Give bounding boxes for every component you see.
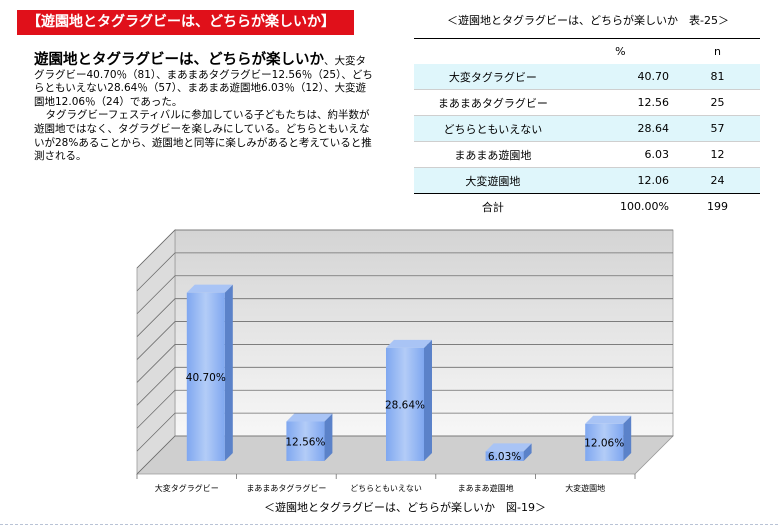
bar-side — [324, 413, 333, 461]
x-tick-label: まあまあタグラグビー — [246, 483, 326, 493]
table-header-row: % n — [414, 38, 760, 64]
total-n: 199 — [707, 200, 728, 213]
table-row: まあまあ遊園地 6.03 12 — [414, 141, 760, 168]
gridline — [136, 389, 673, 429]
bar — [485, 451, 524, 461]
gridline — [136, 344, 673, 383]
data-label: 6.03% — [488, 451, 521, 463]
bar-side — [424, 339, 432, 461]
table-row: 大変タグラグビー 40.70 81 — [414, 64, 760, 90]
header-percent: % — [571, 38, 675, 64]
chart-title: ＜遊園地とタグラグビーは、どちらが楽しいか 図-19＞ — [264, 501, 546, 514]
table-row: まあまあタグラグビー 12.56 25 — [414, 89, 760, 116]
summary-body: 、大変タグラグビー40.70％（81）、まあまあタグラグビー12.56％（25）… — [34, 55, 373, 108]
header-category — [414, 38, 572, 64]
x-tick-label: どちらともいえない — [350, 484, 422, 493]
bar-top — [386, 339, 432, 348]
header-n: n — [675, 38, 760, 64]
row-category: まあまあ遊園地 — [414, 141, 572, 168]
total-percent: 100.00% — [620, 200, 669, 213]
data-label: 40.70% — [186, 372, 226, 384]
row-category: まあまあタグラグビー — [414, 89, 572, 116]
total-category: 合計 — [481, 200, 504, 214]
bar-top — [186, 284, 233, 293]
table-title: ＜遊園地とタグラグビーは、どちらが楽しいか 表-25＞ — [447, 14, 729, 27]
gridline — [136, 321, 673, 360]
chart-side-wall — [136, 229, 176, 475]
row-n: 24 — [675, 167, 760, 194]
x-tick-label: まあまあ遊園地 — [458, 483, 514, 493]
section-banner: 【遊園地とタグラグビーは、どちらが楽しいか】 — [17, 10, 354, 35]
summary-text: 遊園地とタグラグビーは、どちらが楽しいか、大変タグラグビー40.70％（81）、… — [34, 52, 374, 164]
bar — [386, 347, 424, 461]
gridline — [136, 412, 673, 452]
row-percent: 6.03 — [571, 141, 675, 168]
gridline — [136, 252, 673, 292]
bar-chart-svg: 40.70% 大変タグラグビー 12.56% まあまあタグラグビー 28.64% どちらと… — [136, 229, 674, 493]
row-n: 25 — [675, 89, 760, 116]
summary-paragraph-1: 遊園地とタグラグビーは、どちらが楽しいか、大変タグラグビー40.70％（81）、… — [34, 52, 374, 109]
summary-lead: 遊園地とタグラグビーは、どちらが楽しいか — [34, 52, 324, 68]
row-category: どちらともいえない — [414, 115, 572, 142]
bar-top — [485, 443, 532, 452]
row-percent: 40.70 — [571, 64, 675, 90]
row-n: 57 — [675, 115, 760, 142]
data-label: 12.56% — [285, 436, 325, 448]
page-divider — [0, 524, 778, 525]
bar-side — [224, 284, 233, 461]
bar-side — [523, 443, 532, 461]
row-category: 大変遊園地 — [414, 167, 572, 194]
table-total-row: 合計 100.00% 199 — [414, 194, 760, 220]
row-n: 12 — [675, 141, 760, 168]
data-label: 12.06% — [584, 437, 624, 449]
row-n: 81 — [675, 64, 760, 90]
gridline — [136, 229, 673, 269]
bar-side — [623, 415, 632, 461]
table-row: どちらともいえない 28.64 57 — [414, 115, 760, 142]
bar — [186, 292, 225, 461]
table-row: 大変遊園地 12.06 24 — [414, 167, 760, 194]
data-label: 28.64% — [385, 399, 425, 411]
gridline — [136, 275, 673, 315]
bar-top — [286, 413, 333, 422]
row-percent: 12.56 — [571, 89, 675, 116]
row-percent: 28.64 — [571, 115, 675, 142]
gridline — [136, 298, 673, 337]
x-tick-label: 大変遊園地 — [565, 483, 605, 493]
bar — [585, 423, 624, 461]
row-percent: 12.06 — [571, 167, 675, 194]
bar-top — [585, 415, 632, 424]
gridline — [136, 366, 673, 406]
summary-paragraph-2: タグラグビーフェスティバルに参加している子どもたちは、約半数が遊園地ではなく、タ… — [34, 109, 372, 163]
bar — [286, 421, 325, 461]
results-table: % n 大変タグラグビー 40.70 81 まあまあタグラグビー 12.56 2… — [414, 38, 760, 219]
row-category: 大変タグラグビー — [414, 64, 572, 90]
gridline — [136, 435, 673, 475]
x-tick-label: 大変タグラグビー — [155, 483, 219, 493]
bar-chart: 40.70% 大変タグラグビー 12.56% まあまあタグラグビー 28.64% どちらと… — [135, 224, 675, 504]
